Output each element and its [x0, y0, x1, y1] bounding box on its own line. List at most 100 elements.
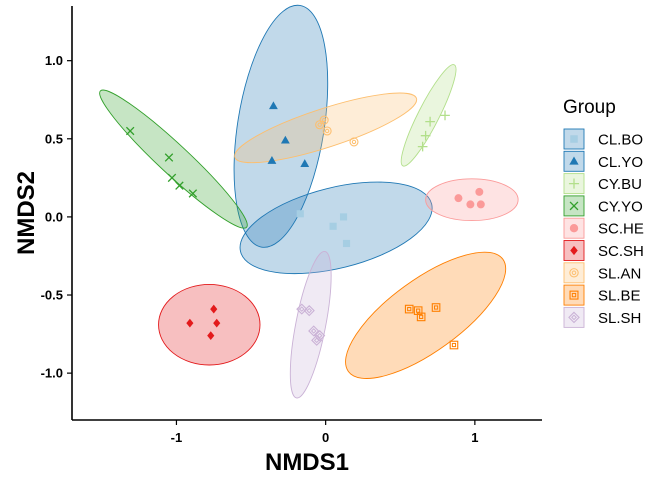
legend-glyph-cy-bu [568, 178, 580, 189]
point-sl-an-3 [349, 137, 359, 147]
point-cl-bo-2 [339, 213, 348, 221]
legend-label-sl-sh: SL.SH [598, 310, 641, 327]
point-sl-an-3-inner [351, 139, 357, 145]
point-sl-sh-0 [296, 303, 308, 315]
legend-item-sl-sh: SL.SH [563, 306, 641, 328]
legend-glyph-sl-sh-inner [571, 314, 577, 321]
point-sl-be-2 [416, 312, 426, 322]
point-cy-yo-2 [167, 173, 177, 183]
legend-label-sl-an: SL.AN [598, 265, 641, 282]
legend-item-cl-yo: CL.YO [563, 150, 643, 172]
point-sl-an-1-outer [319, 115, 329, 125]
point-sc-he-2 [475, 187, 484, 196]
legend-glyph-cl-bo [570, 135, 578, 143]
legend-glyph-sc-he [569, 224, 579, 233]
point-cl-bo-3 [342, 239, 351, 248]
point-sl-be-0 [404, 304, 414, 314]
point-sl-sh-1 [303, 305, 315, 317]
point-sl-be-2-inner [419, 314, 424, 319]
point-sl-sh-3-outer [311, 334, 323, 346]
point-sl-an-2 [322, 126, 332, 136]
ellipse-sc-sh [158, 283, 261, 366]
x-tick-label-1: 0 [322, 430, 329, 445]
legend-glyph-sl-an-outer [569, 268, 579, 278]
y-tick-label-1: -0.5 [41, 288, 63, 303]
legend-item-sc-sh: SC.SH [563, 240, 644, 261]
point-sl-be-1 [413, 306, 423, 315]
point-sc-sh-0 [186, 318, 194, 328]
legend-item-cy-bu: CY.BU [563, 173, 642, 195]
point-sl-be-1-outer [413, 306, 423, 315]
point-cy-yo-4 [188, 189, 198, 198]
point-sl-an-2-outer [322, 126, 332, 136]
point-cl-bo-0 [296, 210, 304, 218]
legend-glyph-sl-be-outer [569, 290, 579, 300]
legend-label-sc-he: SC.HE [598, 221, 644, 238]
legend-item-sl-an: SL.AN [563, 262, 641, 284]
point-sl-be-3-outer [431, 303, 441, 312]
legend-title: Group [563, 97, 616, 118]
point-sl-sh-2-inner [310, 328, 317, 334]
point-cl-yo-0 [269, 101, 278, 110]
point-sl-an-1 [319, 115, 329, 125]
legend-label-sl-be: SL.BE [598, 288, 641, 305]
y-tick-label-3: 0.5 [45, 131, 63, 146]
ellipse-sl-sh [289, 250, 332, 399]
legend-label-cl-yo: CL.YO [598, 154, 643, 171]
x-tick-label-0: -1 [171, 430, 183, 445]
legend-item-sl-be: SL.BE [563, 284, 641, 306]
legend: Group CL.BO CL.YO CY.BU CY.YO SC.HE SC.SH SL.A… [563, 97, 644, 328]
axes [71, 6, 542, 421]
ellipse-sc-he [425, 178, 519, 222]
tick-layer: -1 0 1 -1.0 -0.5 0.0 0.5 1.0 [41, 53, 479, 445]
point-sl-be-0-inner [407, 306, 412, 312]
point-sl-be-4 [449, 340, 459, 350]
point-sc-he-1 [466, 200, 475, 209]
legend-glyph-sl-sh-outer [568, 311, 580, 324]
point-cl-yo-3 [300, 159, 310, 167]
point-cl-yo-2 [267, 156, 277, 164]
point-sc-sh-2 [213, 318, 221, 328]
point-sl-be-3 [431, 303, 441, 312]
point-sc-he-0 [454, 194, 463, 203]
legend-label-cl-bo: CL.BO [598, 132, 643, 149]
legend-item-cl-bo: CL.BO [563, 128, 643, 150]
legend-key-sl-sh [563, 306, 585, 328]
point-sl-be-4-inner [451, 342, 457, 348]
legend-key-sl-an [563, 262, 585, 284]
point-sl-sh-0-outer [296, 303, 308, 315]
point-sl-an-1-inner [321, 117, 327, 123]
ellipse-cy-yo [99, 89, 248, 229]
y-tick-label-0: -1.0 [41, 366, 63, 381]
point-cl-yo-1 [280, 135, 290, 144]
point-sl-sh-1-inner [306, 307, 313, 314]
point-sl-an-3-outer [349, 137, 359, 147]
legend-glyph-sc-sh [570, 245, 578, 256]
ellipse-layer [99, 4, 519, 399]
legend-glyph-sl-be [569, 290, 579, 300]
point-cy-yo-3 [175, 181, 184, 190]
ellipse-sl-be [345, 251, 507, 379]
point-sl-be-1-inner [416, 308, 421, 313]
point-sl-sh-4 [314, 330, 326, 342]
point-sl-sh-2-outer [308, 325, 320, 337]
ellipse-sl-an [234, 92, 418, 164]
point-cl-bo-1 [329, 222, 337, 230]
x-axis-title: NMDS1 [265, 449, 349, 476]
point-sc-he-3 [476, 200, 485, 209]
point-sl-sh-2 [308, 325, 320, 337]
legend-glyph-cl-yo [569, 156, 579, 165]
legend-label-cy-yo: CY.YO [598, 198, 643, 215]
point-sl-be-2-outer [416, 312, 426, 322]
legend-label-sc-sh: SC.SH [598, 243, 644, 260]
legend-item-sc-he: SC.HE [563, 217, 644, 239]
legend-label-cy-bu: CY.BU [598, 176, 642, 193]
point-cy-yo-0 [125, 126, 135, 136]
legend-glyph-sl-sh [568, 311, 580, 324]
point-sl-be-3-inner [433, 305, 439, 310]
point-cy-yo-1 [164, 153, 174, 162]
point-cy-bu-3 [440, 110, 450, 121]
ellipse-cy-bu [400, 64, 457, 167]
point-sl-sh-0-inner [298, 306, 305, 312]
